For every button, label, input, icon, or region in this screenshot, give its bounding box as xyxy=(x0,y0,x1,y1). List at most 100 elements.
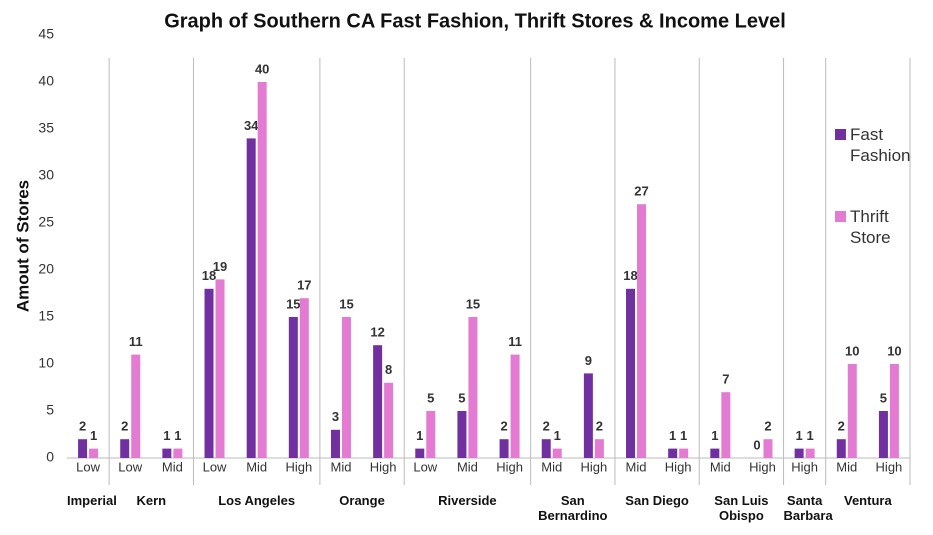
value-label: 0 xyxy=(753,437,760,452)
bar xyxy=(847,364,857,458)
bar xyxy=(626,288,636,458)
y-tick-label: 0 xyxy=(46,449,54,465)
bar xyxy=(510,354,520,458)
y-tick-label: 25 xyxy=(38,214,54,230)
y-tick-label: 15 xyxy=(38,308,54,324)
bar xyxy=(288,317,298,458)
value-label: 1 xyxy=(807,428,814,443)
x-tick-label: Mid xyxy=(246,459,267,474)
value-label: 2 xyxy=(121,419,128,434)
value-label: 2 xyxy=(543,419,550,434)
value-label: 9 xyxy=(585,353,592,368)
bar xyxy=(637,204,647,458)
x-tick-label: Mid xyxy=(836,459,857,474)
x-tick-label: High xyxy=(370,459,397,474)
bar xyxy=(710,448,720,458)
value-label: 15 xyxy=(339,296,353,311)
y-tick-label: 40 xyxy=(38,73,54,89)
legend-swatch xyxy=(835,129,846,140)
x-tick-label: Low xyxy=(118,459,142,474)
value-label: 2 xyxy=(764,419,771,434)
x-tick-label: Low xyxy=(203,459,227,474)
value-label: 18 xyxy=(623,268,637,283)
value-label: 5 xyxy=(880,390,887,405)
x-tick-label: High xyxy=(496,459,523,474)
x-tick-label: High xyxy=(791,459,818,474)
value-label: 2 xyxy=(596,419,603,434)
bar xyxy=(594,439,604,458)
x-tick-label: High xyxy=(749,459,776,474)
value-label: 15 xyxy=(286,296,300,311)
value-label: 18 xyxy=(202,268,216,283)
value-label: 1 xyxy=(554,428,561,443)
x-tick-label: Mid xyxy=(330,459,351,474)
value-label: 1 xyxy=(680,428,687,443)
x-tick-label: Mid xyxy=(162,459,183,474)
value-label: 40 xyxy=(255,61,269,76)
bar xyxy=(805,448,815,458)
value-label: 1 xyxy=(174,428,181,443)
bar xyxy=(246,138,256,458)
value-label: 2 xyxy=(79,419,86,434)
value-label: 19 xyxy=(213,259,227,274)
x-tick-label: High xyxy=(876,459,903,474)
group-label: Ventura xyxy=(843,493,892,508)
bar xyxy=(384,382,394,458)
bar xyxy=(721,392,731,458)
y-tick-label: 10 xyxy=(38,355,54,371)
bar xyxy=(162,448,172,458)
y-tick-label: 5 xyxy=(46,402,54,418)
bar xyxy=(426,411,436,458)
value-label: 10 xyxy=(887,343,901,358)
bar xyxy=(541,439,551,458)
group-label: Imperial xyxy=(67,493,117,508)
x-tick-label: Mid xyxy=(541,459,562,474)
group-label: Santa Barbara xyxy=(783,493,833,523)
value-label: 5 xyxy=(427,390,434,405)
x-tick-label: Mid xyxy=(626,459,647,474)
bar xyxy=(330,429,340,458)
value-label: 3 xyxy=(332,409,339,424)
x-tick-label: Low xyxy=(76,459,100,474)
bar xyxy=(78,439,88,458)
legend-item: Fast Fashion xyxy=(835,124,925,166)
y-axis-label: Amout of Stores xyxy=(13,180,32,312)
group-label: Orange xyxy=(339,493,385,508)
value-label: 11 xyxy=(508,334,522,349)
value-label: 5 xyxy=(458,390,465,405)
x-tick-label: Mid xyxy=(710,459,731,474)
x-tick-label: High xyxy=(665,459,692,474)
x-tick-label: High xyxy=(581,459,608,474)
x-tick-label: Low xyxy=(413,459,437,474)
y-tick-label: 35 xyxy=(38,120,54,136)
y-tick-label: 20 xyxy=(38,261,54,277)
bar xyxy=(373,345,383,458)
bar xyxy=(679,448,689,458)
bar xyxy=(468,317,478,458)
value-label: 11 xyxy=(129,334,143,349)
value-label: 8 xyxy=(385,362,392,377)
group-label: Los Angeles xyxy=(218,493,296,508)
value-label: 27 xyxy=(634,184,648,199)
group-label: San Diego xyxy=(625,493,689,508)
bar xyxy=(499,439,509,458)
group-label: San Luis Obispo xyxy=(714,493,769,523)
group-label: Kern xyxy=(136,493,167,508)
bar xyxy=(836,439,846,458)
bar xyxy=(878,411,888,458)
legend-swatch xyxy=(835,211,846,222)
value-label: 1 xyxy=(416,428,423,443)
value-label: 12 xyxy=(370,325,384,340)
bar xyxy=(299,298,309,458)
bar xyxy=(204,288,214,458)
bar xyxy=(583,373,593,458)
value-label: 1 xyxy=(669,428,676,443)
legend-label: Thrift Store xyxy=(850,207,891,247)
bar xyxy=(763,439,773,458)
bar xyxy=(89,448,99,458)
x-tick-label: Mid xyxy=(457,459,478,474)
bar xyxy=(215,279,225,458)
bar xyxy=(131,354,141,458)
